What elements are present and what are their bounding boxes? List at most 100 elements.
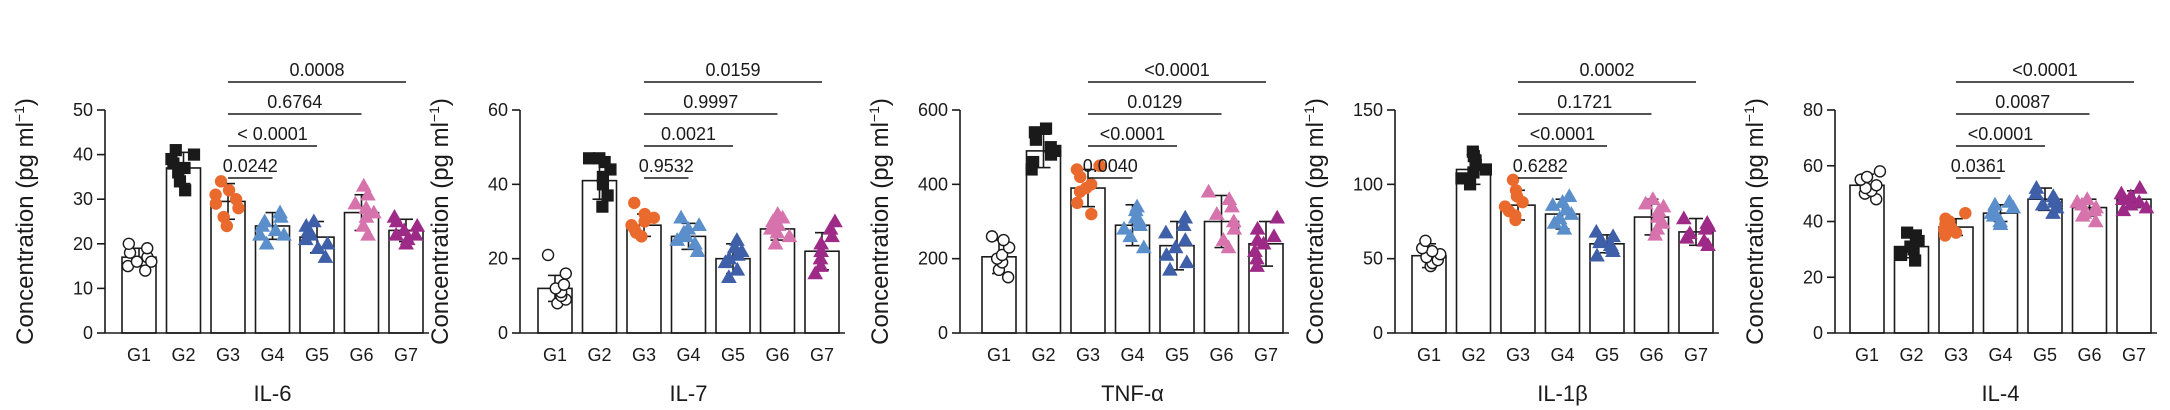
y-axis-label-main: Concentration (pg ml: [1302, 122, 1329, 345]
x-category-label: G5: [305, 345, 329, 365]
data-point: [2088, 199, 2104, 214]
p-value-label: <0.0001: [1100, 124, 1166, 144]
data-point: [1681, 225, 1698, 240]
data-point: [720, 269, 737, 283]
data-point: [229, 192, 243, 206]
x-category-label: G5: [1165, 345, 1189, 365]
x-category-label: G6: [1639, 345, 1663, 365]
data-point: [1135, 239, 1152, 254]
data-point: [1093, 159, 1106, 172]
y-tick-label: 30: [73, 189, 93, 209]
data-point: [812, 258, 829, 272]
x-category-label: G5: [721, 345, 745, 365]
data-point: [1266, 228, 1282, 243]
data-point: [1028, 126, 1041, 139]
data-point: [1225, 213, 1242, 228]
data-point: [1551, 210, 1568, 225]
panel-tnf-: 0 200 400 600 Concentration (pg ml−1) G1 G2 G3 G…: [866, 60, 1289, 406]
data-point: [2045, 188, 2062, 203]
data-point: [358, 200, 375, 214]
data-point: [596, 170, 610, 183]
panel-title: IL-1β: [1537, 381, 1588, 406]
data-point: [1070, 196, 1084, 210]
data-point: [824, 228, 840, 243]
y-axis-label-main: Concentration (pg ml: [12, 122, 39, 345]
x-category-label: G2: [587, 345, 611, 365]
data-point: [1860, 170, 1874, 184]
panel-title: IL-6: [254, 381, 292, 406]
x-category-label: G2: [1899, 345, 1923, 365]
data-point: [2079, 191, 2096, 205]
data-point: [1699, 214, 1716, 229]
panel-il-4: 0 20 40 60 80 Concentration (pg ml−1) G1 G2 G3 G4…: [1741, 60, 2157, 406]
x-category-label: G3: [632, 345, 656, 365]
x-category-label: G3: [216, 345, 240, 365]
data-point: [687, 235, 703, 250]
data-point: [827, 213, 843, 228]
data-point: [360, 186, 376, 201]
y-axis-label: Concentration (pg ml−1): [11, 98, 39, 345]
data-point: [593, 152, 606, 165]
x-category-label: G3: [1506, 345, 1530, 365]
x-category-label: G2: [1031, 345, 1055, 365]
y-axis-label-end: ): [1742, 98, 1769, 106]
data-point: [217, 210, 230, 224]
data-point: [1001, 271, 1015, 284]
data-point: [1129, 198, 1145, 213]
data-point: [1466, 145, 1479, 158]
data-point: [1249, 258, 1265, 272]
y-axis-label-sup: −1: [1741, 106, 1757, 122]
y-axis-label-main: Concentration (pg ml: [427, 122, 454, 345]
data-point: [1498, 200, 1512, 213]
data-point: [297, 231, 314, 246]
data-point: [1158, 246, 1175, 261]
p-value-label: 0.0002: [1579, 60, 1634, 80]
data-point: [1044, 141, 1057, 154]
data-point: [130, 255, 144, 268]
data-point: [559, 267, 572, 280]
data-point: [1249, 232, 1266, 246]
data-point: [726, 239, 743, 254]
data-point: [1175, 217, 1192, 231]
y-tick-label: 200: [918, 249, 948, 269]
y-tick-label: 40: [488, 174, 508, 194]
panel-il-1-: 0 50 100 150 Concentration (pg ml−1) G1 G2 G3 G4…: [1301, 60, 1719, 406]
data-point: [1249, 220, 1266, 235]
p-value-label: 0.6282: [1513, 156, 1568, 176]
data-point: [267, 222, 284, 237]
data-point: [1558, 201, 1575, 216]
data-point: [1269, 209, 1286, 224]
y-tick-label: 80: [1803, 100, 1823, 120]
data-point: [2001, 193, 2018, 208]
data-point: [141, 242, 154, 255]
bar-g5: [2027, 198, 2063, 334]
data-point: [396, 222, 412, 237]
y-tick-label: 0: [83, 323, 93, 343]
x-category-label: G1: [1417, 345, 1441, 365]
y-tick-label: 10: [73, 278, 93, 298]
y-tick-label: 0: [498, 323, 508, 343]
p-value-label: 0.0008: [289, 60, 344, 80]
y-axis-label-main: Concentration (pg ml: [1742, 122, 1769, 345]
x-category-label: G2: [171, 345, 195, 365]
data-point: [139, 264, 152, 277]
data-point: [2132, 180, 2148, 194]
data-point: [214, 175, 228, 188]
p-value-label: <0.0001: [1144, 60, 1210, 80]
x-category-label: G6: [1209, 345, 1233, 365]
data-point: [407, 226, 424, 241]
p-value-label: <0.0001: [1530, 124, 1596, 144]
x-category-label: G7: [1254, 345, 1278, 365]
data-point: [729, 232, 745, 246]
y-axis-label-main: Concentration (pg ml: [867, 122, 894, 345]
data-point: [1215, 232, 1232, 246]
data-point: [1605, 228, 1621, 243]
panel-il-7: 0 20 40 60 Concentration (pg ml−1) G1 G2 G3 G4 G5…: [426, 60, 845, 406]
data-point: [1084, 178, 1098, 191]
data-point: [1901, 226, 1914, 239]
data-point: [386, 209, 403, 223]
data-point: [1127, 209, 1144, 224]
data-point: [822, 220, 839, 235]
y-axis-label: Concentration (pg ml−1): [426, 98, 454, 345]
